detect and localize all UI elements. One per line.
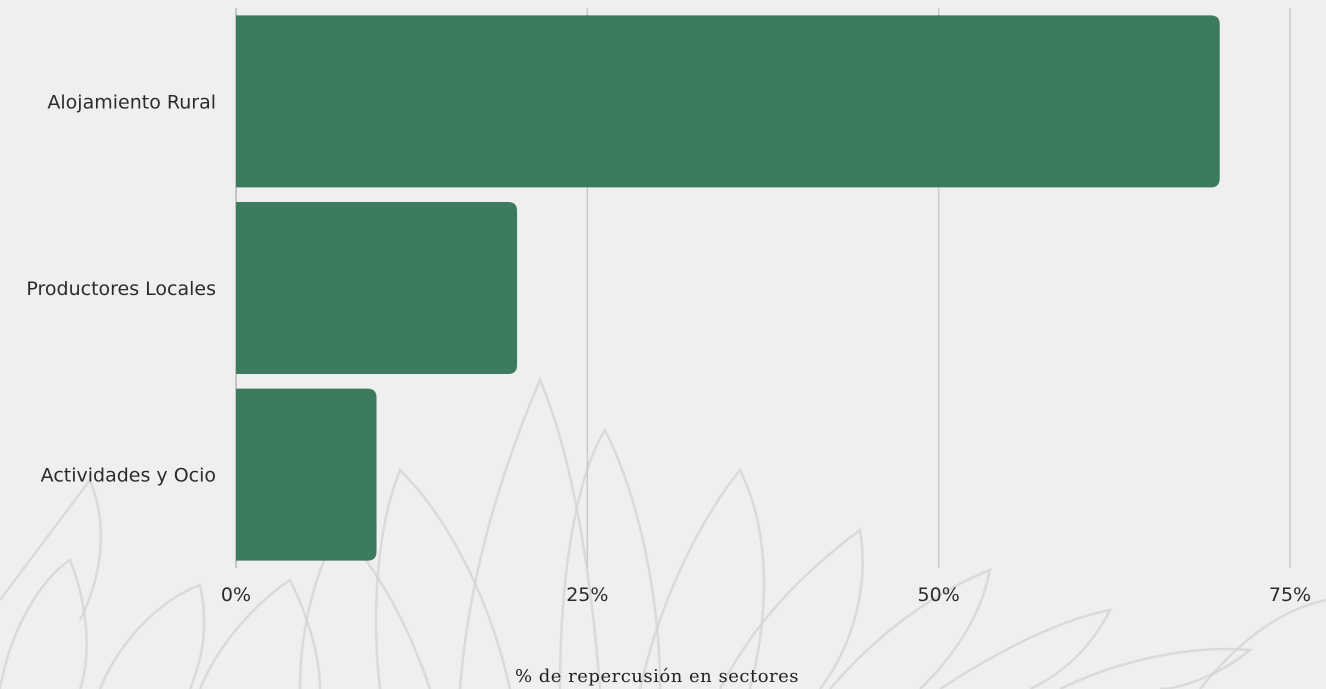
category-label-2: Actividades y Ocio [41, 465, 216, 487]
x-tick-label-2: 50% [918, 584, 960, 606]
background-flower-decoration [0, 376, 1326, 689]
category-labels: Alojamiento Rural Productores Locales Acti… [26, 91, 216, 486]
x-tick-label-0: 0% [221, 584, 251, 606]
category-label-1: Productores Locales [26, 278, 216, 300]
bars [236, 15, 1220, 561]
bar-productores-locales [236, 202, 518, 374]
x-tick-label-1: 25% [566, 584, 608, 606]
bar-alojamiento-rural [236, 15, 1220, 188]
x-axis-tick-labels: 0% 25% 50% 75% [221, 584, 1311, 606]
x-tick-label-3: 75% [1269, 584, 1311, 606]
category-label-0: Alojamiento Rural [47, 91, 216, 113]
x-axis-title: % de repercusión en sectores [515, 666, 799, 687]
bar-actividades-y-ocio [236, 388, 377, 561]
